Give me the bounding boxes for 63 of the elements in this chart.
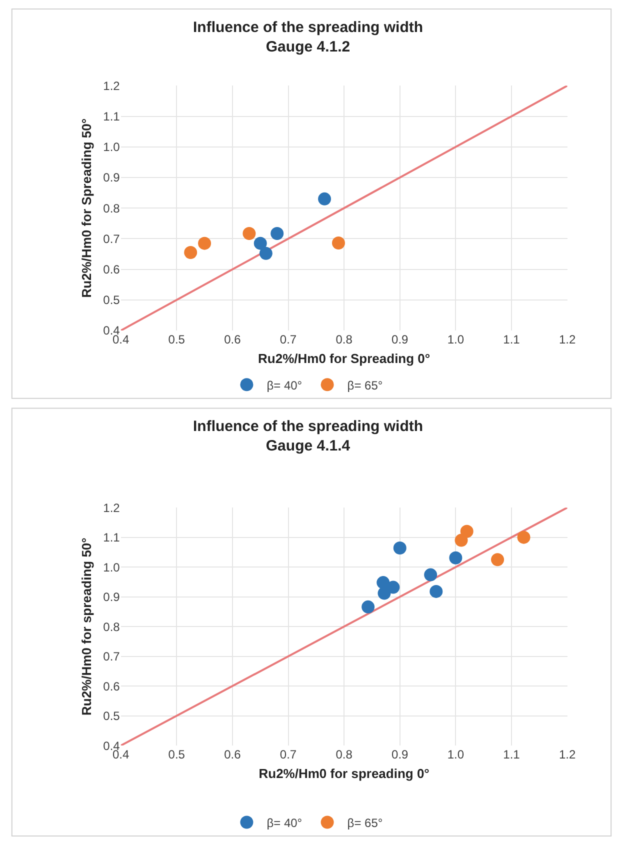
legend-label: β= 40° [266, 378, 302, 392]
point [386, 580, 400, 594]
point [424, 568, 438, 582]
y-tick-label: 0.9 [103, 590, 120, 604]
x-tick-label: 0.6 [224, 332, 242, 347]
point [318, 192, 332, 206]
x-tick-label: 0.8 [336, 748, 353, 762]
point [430, 584, 443, 598]
x-axis-title: Ru2%/Hm0 for spreading 0° [258, 766, 430, 782]
y-tick-label: 1.2 [103, 78, 120, 93]
chart-title: Influence of the spreading width [193, 418, 424, 435]
point [254, 236, 267, 250]
point [378, 586, 391, 600]
y-tick-label: 1.1 [103, 109, 120, 124]
point [449, 551, 462, 564]
point [259, 246, 272, 260]
x-tick-label: 0.8 [336, 332, 353, 347]
point [460, 524, 474, 538]
point [198, 236, 212, 250]
x-tick-label: 1.2 [558, 748, 576, 762]
y-tick-label: 0.5 [103, 709, 120, 724]
x-tick-label: 1.1 [503, 332, 520, 347]
legend-label: β= 40° [266, 816, 302, 830]
y-axis-title: Ru2%/Hm0 for Spreading 50° [79, 118, 94, 298]
x-tick-label: 0.7 [280, 748, 297, 762]
legend-label: β= 65° [347, 816, 383, 830]
x-tick-label: 1.1 [503, 748, 520, 762]
x-tick-label: 0.6 [224, 748, 242, 762]
x-tick-label: 1.0 [447, 748, 464, 762]
x-tick-label: 0.9 [392, 748, 409, 762]
point [517, 530, 530, 544]
y-tick-label: 0.6 [103, 262, 120, 277]
y-tick-label: 1.0 [103, 560, 120, 574]
y-tick-label: 1.2 [103, 500, 120, 515]
chart-subtitle: Gauge 4.1.4 [266, 438, 351, 454]
x-tick-label: 1.0 [447, 332, 464, 347]
x-tick-label: 0.9 [392, 332, 409, 347]
chart-subtitle: Gauge 4.1.2 [266, 38, 350, 56]
y-tick-label: 0.8 [103, 620, 120, 634]
point [270, 227, 284, 240]
y-tick-label: 0.9 [103, 170, 120, 185]
x-tick-label: 0.5 [168, 748, 186, 762]
y-axis-title: Ru2%/Hm0 for spreading 50° [79, 538, 94, 716]
y-tick-label: 0.5 [103, 293, 120, 308]
x-axis-title: Ru2%/Hm0 for Spreading 0° [258, 351, 430, 366]
x-tick-label: 1.2 [558, 332, 576, 347]
point [242, 227, 256, 240]
point [491, 553, 504, 566]
chart-title: Influence of the spreading width [193, 19, 424, 36]
y-tick-label: 0.6 [103, 679, 120, 694]
point [184, 246, 198, 259]
x-tick-label: 0.7 [280, 332, 297, 347]
point [332, 236, 345, 250]
y-tick-label: 0.8 [103, 201, 120, 216]
y-tick-label: 1.0 [103, 140, 120, 154]
point [454, 534, 468, 547]
legend-label: β= 65° [347, 378, 383, 392]
point [393, 542, 406, 555]
x-tick-label: 0.5 [168, 332, 186, 347]
y-tick-label: 1.1 [103, 530, 120, 545]
y-tick-label: 0.7 [103, 232, 120, 246]
point [362, 600, 375, 614]
y-tick-label: 0.7 [103, 650, 120, 664]
